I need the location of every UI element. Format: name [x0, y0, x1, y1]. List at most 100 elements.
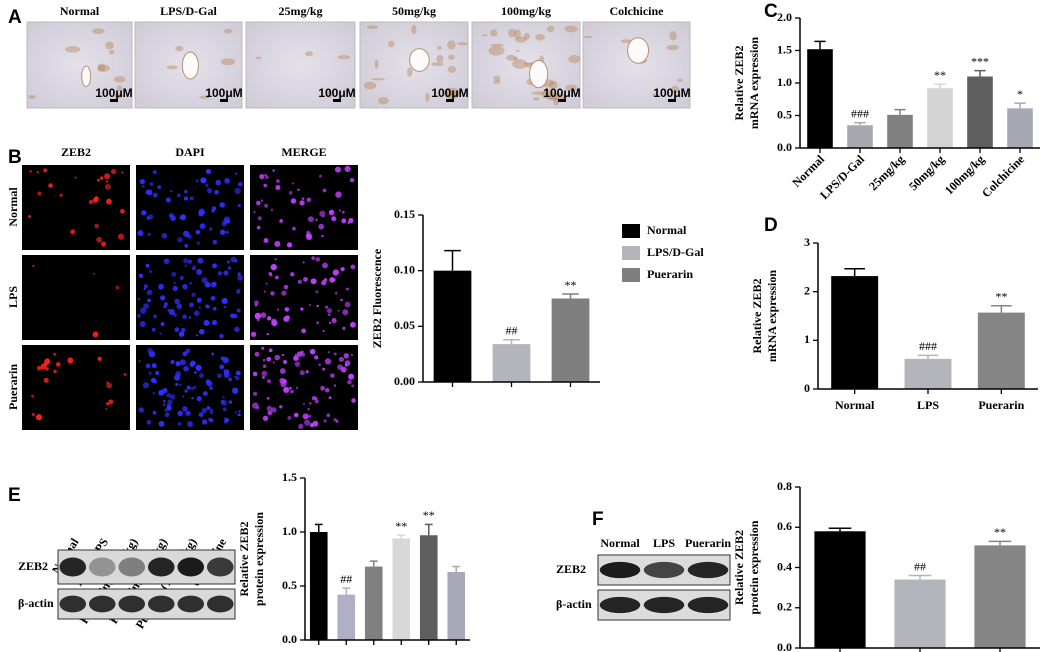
cell [343, 353, 349, 359]
y-tick-label: 3 [804, 235, 810, 249]
cell [198, 412, 204, 417]
cell [139, 321, 146, 327]
cell [260, 199, 264, 202]
stain [548, 80, 558, 90]
scale-bar [220, 99, 228, 102]
cell [224, 178, 230, 184]
cell [108, 399, 114, 405]
cell [301, 197, 305, 200]
cell [305, 232, 312, 240]
cell [345, 287, 349, 291]
cell [290, 272, 295, 277]
cell [348, 218, 354, 224]
cell [322, 262, 328, 269]
cell [44, 358, 51, 365]
significance: ** [995, 290, 1007, 304]
cell [266, 405, 273, 412]
cell [334, 166, 341, 173]
band [643, 561, 685, 579]
cell [266, 332, 269, 336]
fluorescence-image [250, 165, 358, 250]
cell [310, 278, 317, 285]
lane-label: LPS [653, 536, 675, 550]
cell [147, 347, 153, 354]
cell [158, 283, 165, 290]
stain [547, 97, 558, 101]
cell [271, 407, 277, 413]
cell [161, 232, 168, 239]
cell [152, 392, 155, 395]
cell [92, 272, 95, 275]
significance: ** [395, 519, 407, 533]
cell [106, 198, 112, 205]
stain [620, 39, 632, 44]
cell [40, 363, 47, 370]
cell [117, 233, 125, 240]
cell [254, 351, 260, 357]
stain [514, 36, 527, 43]
cell [254, 300, 259, 305]
cell [307, 407, 310, 411]
cell [142, 382, 150, 389]
stain [378, 96, 389, 105]
y-axis-label: protein expression [252, 512, 266, 606]
bar [337, 594, 356, 640]
cell [299, 200, 305, 206]
cell [228, 400, 233, 404]
cell [319, 174, 322, 178]
cell [147, 298, 151, 303]
cell [274, 258, 277, 261]
cell [189, 281, 192, 285]
y-tick-label: 2.0 [777, 10, 792, 24]
stain [564, 25, 578, 33]
cell [164, 412, 170, 418]
cell [257, 216, 262, 221]
cell [307, 216, 314, 223]
cell [280, 381, 287, 388]
cell [311, 256, 316, 261]
cell [157, 185, 162, 190]
bar [814, 531, 866, 648]
cell [235, 370, 241, 376]
y-tick-label: 0.00 [394, 374, 415, 388]
cell [196, 297, 202, 303]
y-axis-label: ZEB2 Fluorescence [370, 248, 384, 348]
significance: * [1017, 87, 1023, 101]
cell [174, 298, 180, 305]
ihc-image [582, 21, 691, 109]
cell [236, 290, 240, 295]
cell [296, 386, 299, 389]
cell [331, 318, 337, 324]
x-tick-label: 25mg/kg [866, 152, 907, 193]
cell [329, 277, 335, 283]
x-tick-label: Colchicine [979, 152, 1028, 201]
cell [222, 356, 229, 364]
cell [141, 210, 147, 216]
cell [190, 387, 195, 391]
y-tick-label: 1 [804, 332, 810, 346]
scale-bar [558, 99, 566, 102]
cell [305, 370, 309, 374]
y-tick-label: 0.0 [282, 632, 297, 646]
cell [223, 270, 229, 276]
cell [48, 183, 53, 188]
cell [320, 385, 325, 391]
y-tick-label: 2 [804, 283, 810, 297]
scale-label: 100μM [431, 86, 468, 100]
cell [191, 265, 197, 271]
cell [189, 302, 194, 308]
cell [212, 306, 217, 311]
cell [326, 413, 331, 417]
bar [364, 566, 383, 640]
cell [311, 395, 317, 401]
lane-label: Puerarin [685, 536, 731, 550]
blot [57, 549, 236, 585]
cell [298, 423, 304, 430]
cell [170, 189, 173, 193]
cell [196, 395, 202, 402]
cell [308, 303, 311, 306]
image-label: 50mg/kg [392, 4, 436, 18]
significance: ## [506, 323, 518, 337]
cell [176, 193, 181, 198]
stain [406, 67, 413, 77]
